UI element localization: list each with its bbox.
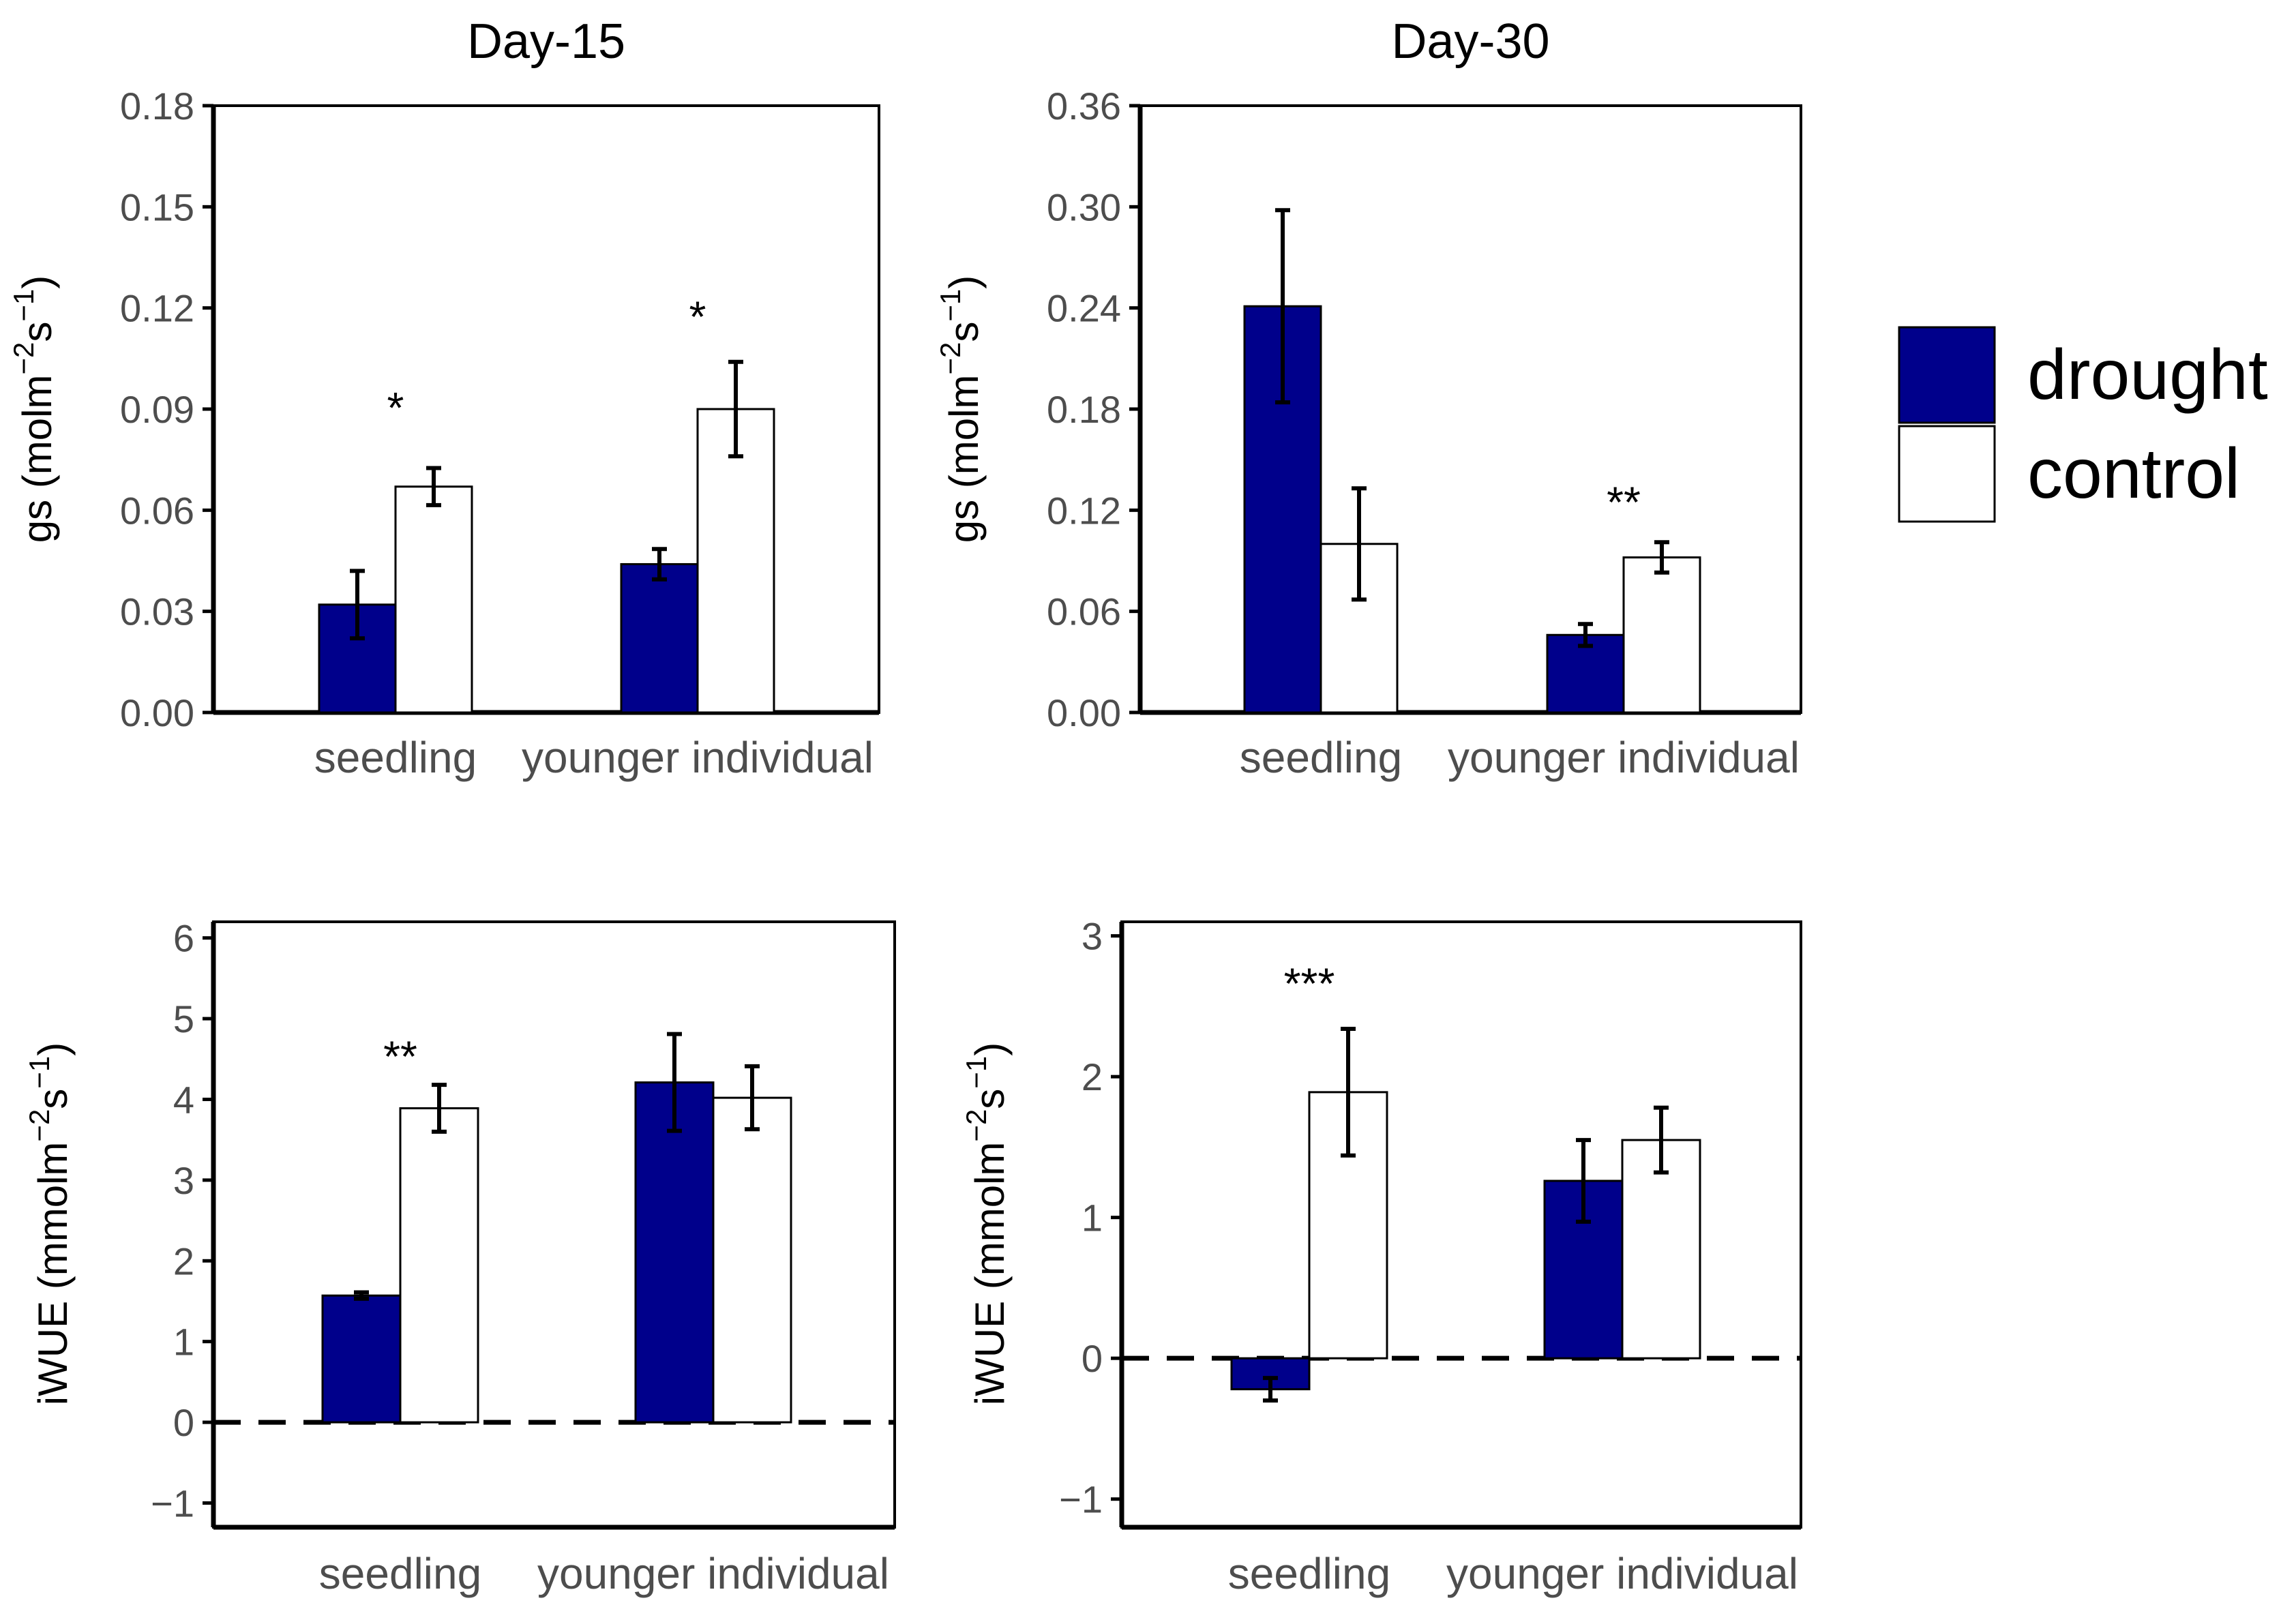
bar-control (1622, 556, 1701, 714)
bar-drought (620, 562, 699, 714)
y-tick-label: 0.24 (1047, 287, 1121, 330)
y-axis-title-part: −1 (934, 289, 966, 322)
y-tick-label: 0.12 (1047, 489, 1121, 532)
y-tick-label: 3 (1082, 915, 1103, 958)
y-tick-label: 4 (173, 1078, 194, 1121)
y-tick-label: 0.06 (1047, 590, 1121, 633)
y-tick-label: 0.18 (120, 85, 194, 127)
legend-label-drought: drought (2027, 335, 2268, 415)
y-tick-label: 0.09 (120, 388, 194, 431)
y-axis-title-part: −2 (23, 1109, 55, 1142)
panel-1: 0.00 0.03 0.06 0.09 0.12 0.15 0.18 * * seedling yo… (8, 14, 880, 782)
bar-drought (321, 1294, 402, 1424)
panel-3: −1 0 1 2 3 4 5 6 ** seedling younger individual iWU… (23, 917, 896, 1598)
y-tick-label: 0.12 (120, 287, 194, 330)
y-axis-title-part: −2 (960, 1109, 992, 1142)
legend: drought control (1898, 326, 2268, 523)
y-tick-label: 1 (173, 1321, 194, 1364)
y-tick-label: 0.15 (120, 185, 194, 228)
legend-swatch-drought (1898, 326, 1996, 424)
y-axis-title-part: gs (molm (14, 375, 60, 543)
y-tick-label: 2 (1082, 1055, 1103, 1098)
x-category-label: younger individual (1448, 733, 1800, 782)
x-category-label: seedling (319, 1549, 481, 1598)
panel-4: −1 0 1 2 3 *** seedling younger individual iWUE … (960, 915, 1802, 1598)
bar-control (394, 485, 473, 714)
y-tick-label: 0 (173, 1401, 194, 1444)
y-axis-title: iWUE (mmolm−2s−1) (23, 1042, 76, 1405)
bar-control (399, 1107, 479, 1424)
significance-label: ** (1607, 478, 1641, 527)
y-axis-title: gs (molm−2s−1) (934, 275, 987, 543)
significance-label: * (387, 383, 404, 432)
y-axis-title-part: ) (967, 1042, 1013, 1056)
significance-label: ** (383, 1032, 417, 1081)
y-axis-title-part: ) (14, 275, 60, 289)
x-category-label: seedling (1228, 1549, 1390, 1598)
y-axis-title-part: −1 (960, 1056, 992, 1089)
panel-frame (1139, 104, 1802, 714)
y-axis-title-part: ) (30, 1042, 76, 1056)
y-axis-title-part: s (30, 1089, 76, 1109)
y-tick-label: 0.30 (1047, 185, 1121, 228)
y-axis-title-part: −1 (8, 289, 40, 322)
legend-swatch-control (1898, 425, 1996, 523)
y-tick-label: 0.36 (1047, 85, 1121, 127)
y-axis-title-part: ) (941, 275, 987, 289)
x-category-label: younger individual (1446, 1549, 1798, 1598)
y-axis-title-part: gs (molm (941, 375, 987, 543)
x-category-label: seedling (314, 733, 477, 782)
y-tick-label: 0.18 (1047, 388, 1121, 431)
significance-label: * (689, 292, 706, 342)
y-tick-label: 0.03 (120, 590, 194, 633)
panel-title: Day-30 (1391, 14, 1549, 69)
y-axis-title: iWUE (mmolm−2s−1) (960, 1042, 1013, 1405)
y-axis-title-part: s (14, 322, 60, 342)
y-axis-title: gs (molm−2s−1) (8, 275, 60, 543)
bar-control (1621, 1139, 1701, 1360)
panel-frame (212, 104, 880, 714)
y-axis-title-part: s (941, 322, 987, 342)
y-axis-title-part: −1 (23, 1056, 55, 1089)
y-axis-title-part: iWUE (mmolm (967, 1142, 1013, 1406)
y-tick-label: 6 (173, 917, 194, 960)
y-tick-label: 0.00 (1047, 691, 1121, 734)
y-tick-label: 0.06 (120, 489, 194, 532)
y-tick-label: −1 (151, 1482, 194, 1525)
x-category-label: younger individual (522, 733, 874, 782)
significance-label: *** (1284, 959, 1335, 1008)
x-category-label: younger individual (537, 1549, 889, 1598)
y-tick-label: 3 (173, 1159, 194, 1202)
y-tick-label: 2 (173, 1240, 194, 1282)
y-tick-label: −1 (1059, 1478, 1103, 1521)
y-axis-title-part: −2 (934, 342, 966, 375)
y-tick-label: 0.00 (120, 691, 194, 734)
y-axis-title-part: iWUE (mmolm (30, 1142, 76, 1406)
y-axis-title-part: s (967, 1089, 1013, 1109)
bar-drought (634, 1081, 715, 1424)
bar-control (712, 1096, 792, 1424)
panel-title: Day-15 (467, 14, 625, 69)
y-tick-label: 1 (1082, 1197, 1103, 1240)
x-category-label: seedling (1240, 733, 1402, 782)
y-axis-title-part: −2 (8, 342, 40, 375)
y-tick-label: 0 (1082, 1337, 1103, 1380)
panel-2: 0.00 0.06 0.12 0.18 0.24 0.30 0.36 ** seedling yo… (934, 14, 1802, 782)
legend-label-control: control (2027, 434, 2240, 513)
y-tick-label: 5 (173, 997, 194, 1040)
panel-frame (212, 920, 896, 1529)
